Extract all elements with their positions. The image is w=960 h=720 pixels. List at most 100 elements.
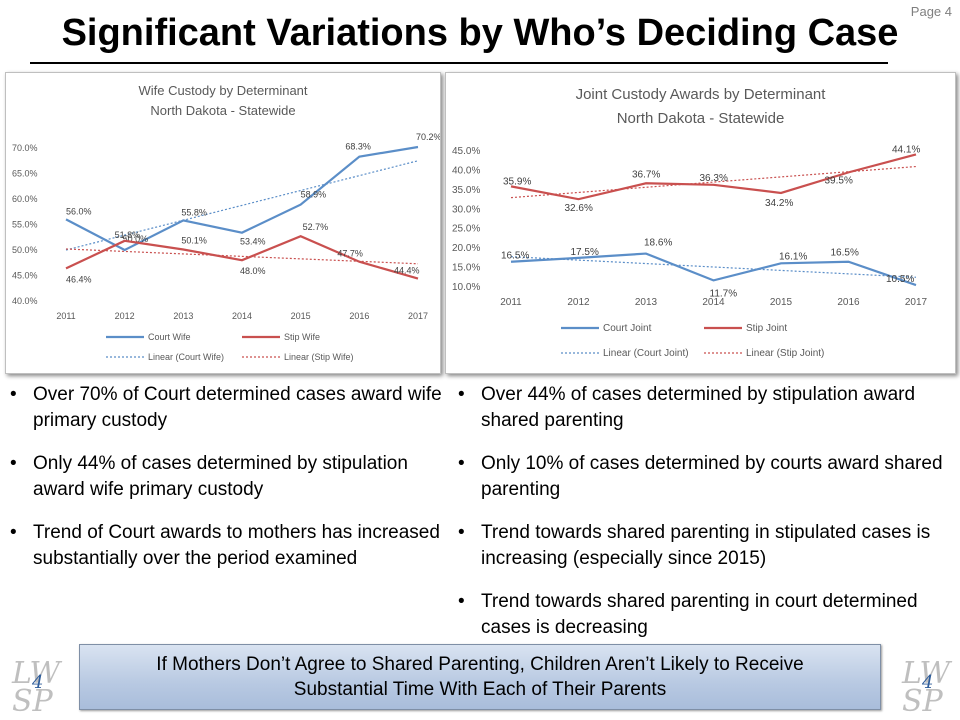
bullet-item: Over 70% of Court determined cases award… [2, 382, 452, 434]
data-label: 16.5% [831, 248, 859, 259]
series-line [510, 252, 917, 287]
y-tick-label: 55.0% [12, 220, 38, 230]
bullet-item: Over 44% of cases determined by stipulat… [450, 382, 950, 434]
legend-label: Court Joint [603, 323, 652, 334]
data-label: 50.1% [181, 235, 207, 245]
logo-text-top: LW [12, 656, 61, 691]
y-tick-label: 70.0% [12, 143, 38, 153]
left-bullet-list: Over 70% of Court determined cases award… [2, 382, 452, 589]
logo-number: 4 [32, 672, 44, 693]
right-bullet-list: Over 44% of cases determined by stipulat… [450, 382, 950, 658]
chart-subtitle: North Dakota - Statewide [617, 110, 785, 127]
data-label: 35.9% [503, 176, 531, 187]
data-label: 39.5% [825, 175, 853, 186]
y-tick-label: 40.0% [12, 296, 38, 306]
bullet-item: Only 10% of cases determined by courts a… [450, 451, 950, 503]
trendline [510, 256, 917, 278]
logo-number: 4 [922, 672, 934, 693]
x-tick-label: 2016 [349, 311, 369, 321]
data-label: 52.7% [303, 222, 329, 232]
series-line [65, 145, 419, 252]
data-label: 36.3% [700, 173, 728, 184]
data-label: 55.8% [181, 207, 207, 217]
y-tick-label: 30.0% [452, 204, 480, 215]
logo-text-bottom: SP [902, 684, 943, 719]
trendline [65, 248, 419, 265]
y-tick-label: 20.0% [452, 243, 480, 254]
title-underline [30, 62, 888, 64]
wife-custody-chart: Wife Custody by Determinant North Dakota … [5, 72, 441, 374]
data-label: 70.2% [416, 132, 440, 142]
bullet-item: Trend towards shared parenting in court … [450, 589, 950, 641]
legend-label: Stip Joint [746, 323, 787, 334]
y-tick-label: 50.0% [12, 245, 38, 255]
data-label: 10.5% [886, 274, 914, 285]
legend-label: Court Wife [148, 332, 191, 342]
y-tick-label: 45.0% [452, 146, 480, 157]
y-tick-label: 15.0% [452, 263, 480, 274]
data-label: 36.7% [632, 169, 660, 180]
data-label: 34.2% [765, 198, 793, 209]
conclusion-banner: If Mothers Don’t Agree to Shared Parenti… [79, 644, 881, 710]
y-tick-label: 45.0% [12, 271, 38, 281]
chart-subtitle: North Dakota - Statewide [150, 103, 295, 118]
data-label: 16.1% [779, 251, 807, 262]
trendline [65, 160, 419, 251]
data-label: 58.9% [301, 190, 327, 200]
y-tick-label: 25.0% [452, 224, 480, 235]
series-line [65, 235, 419, 280]
x-tick-label: 2015 [291, 311, 311, 321]
joint-custody-chart-svg: Joint Custody Awards by Determinant North… [452, 86, 928, 359]
chart-title: Joint Custody Awards by Determinant [576, 86, 827, 103]
data-label: 46.4% [66, 274, 92, 284]
x-tick-label: 2011 [500, 297, 522, 308]
data-label: 47.7% [337, 249, 363, 259]
data-label: 53.4% [240, 237, 266, 247]
wife-custody-chart-svg: Wife Custody by Determinant North Dakota … [12, 83, 440, 362]
bullet-item: Only 44% of cases determined by stipulat… [2, 451, 452, 503]
data-label: 11.7% [710, 288, 738, 299]
y-tick-label: 65.0% [12, 169, 38, 179]
x-tick-label: 2015 [770, 297, 793, 308]
chart-title: Wife Custody by Determinant [138, 83, 307, 98]
data-label: 44.4% [394, 266, 420, 276]
y-tick-label: 60.0% [12, 194, 38, 204]
x-tick-label: 2013 [635, 297, 658, 308]
y-tick-label: 40.0% [452, 165, 480, 176]
data-label: 17.5% [571, 247, 599, 258]
y-tick-label: 35.0% [452, 185, 480, 196]
banner-line-2: Substantial Time With Each of Their Pare… [293, 679, 667, 700]
legend-label: Linear (Court Wife) [148, 352, 224, 362]
x-tick-label: 2012 [115, 311, 135, 321]
x-tick-label: 2013 [173, 311, 193, 321]
bullet-item: Trend towards shared parenting in stipul… [450, 520, 950, 572]
x-tick-label: 2012 [567, 297, 590, 308]
lwsp-logo-left: LW 4 SP [10, 656, 66, 719]
logo-text-bottom: SP [12, 684, 53, 719]
legend-label: Stip Wife [284, 332, 320, 342]
legend-label: Linear (Stip Wife) [284, 352, 354, 362]
data-label: 32.6% [565, 203, 593, 214]
x-tick-label: 2017 [408, 311, 428, 321]
data-label: 50.0% [123, 234, 149, 244]
series-line [510, 153, 917, 201]
x-tick-label: 2017 [905, 297, 928, 308]
banner-line-1: If Mothers Don’t Agree to Shared Parenti… [156, 654, 804, 675]
x-tick-label: 2011 [56, 311, 75, 321]
data-label: 56.0% [66, 206, 92, 216]
x-tick-label: 2014 [702, 297, 725, 308]
legend-label: Linear (Stip Joint) [746, 348, 824, 359]
data-label: 18.6% [644, 238, 672, 249]
data-label: 44.1% [892, 144, 920, 155]
joint-custody-chart: Joint Custody Awards by Determinant North… [445, 72, 956, 374]
data-label: 68.3% [345, 142, 371, 152]
legend-label: Linear (Court Joint) [603, 348, 689, 359]
page-number: Page 4 [910, 4, 952, 19]
x-tick-label: 2016 [837, 297, 860, 308]
x-tick-label: 2014 [232, 311, 252, 321]
data-label: 51.8% [115, 230, 141, 240]
slide-title: Significant Variations by Who’s Deciding… [61, 12, 899, 54]
data-label: 48.0% [240, 266, 266, 276]
y-tick-label: 10.0% [452, 282, 480, 293]
bullet-item: Trend of Court awards to mothers has inc… [2, 520, 452, 572]
